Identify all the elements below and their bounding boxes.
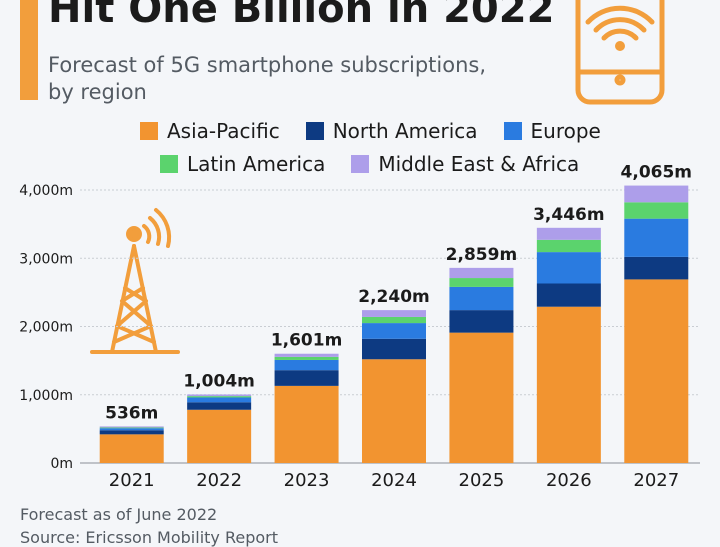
legend-swatch — [140, 122, 158, 140]
y-tick-label: 3,000m — [19, 251, 73, 267]
bar-segment-europe — [362, 323, 426, 339]
y-tick-label: 4,000m — [19, 183, 73, 199]
legend-item-north-america: North America — [305, 119, 478, 143]
legend-label: Europe — [530, 119, 601, 143]
x-tick-label: 2022 — [196, 470, 242, 491]
bar-segment-asia-pacific — [274, 385, 339, 463]
bar-segment-north-america — [536, 283, 601, 307]
cell-tower-icon — [90, 208, 180, 354]
bar-segment-middle-east-africa — [624, 185, 689, 203]
total-label: 1,601m — [271, 331, 343, 351]
bar-segment-middle-east-africa — [274, 353, 339, 357]
legend-swatch — [351, 155, 370, 173]
legend-label: Asia-Pacific — [167, 119, 280, 143]
footer-note: Forecast as of June 2022 — [20, 505, 218, 524]
smartphone-wifi-icon — [575, 0, 665, 105]
x-tick-label: 2021 — [109, 470, 155, 491]
chart-subtitle: Forecast of 5G smartphone subscriptions,… — [48, 53, 486, 104]
accent-bar — [20, 0, 38, 100]
bar-segment-asia-pacific — [362, 359, 426, 463]
bar-segment-latin-america — [536, 239, 601, 253]
y-tick-label: 2,000m — [19, 320, 73, 336]
total-label: 3,446m — [533, 205, 605, 225]
legend-label: Latin America — [187, 152, 326, 176]
bar-segment-asia-pacific — [536, 306, 601, 463]
bar-segment-middle-east-africa — [536, 227, 601, 240]
bar-segment-europe — [187, 397, 252, 403]
bar-segment-europe — [449, 286, 514, 311]
legend-row-1: Asia-Pacific North America Europe — [140, 119, 601, 143]
legend-swatch — [305, 122, 324, 140]
bar-segment-latin-america — [362, 316, 426, 324]
bar-segment-asia-pacific — [187, 409, 252, 463]
bar-segment-middle-east-africa — [362, 310, 426, 317]
bar-segment-latin-america — [624, 202, 689, 219]
bar-segment-middle-east-africa — [99, 426, 164, 428]
bar-segment-north-america — [449, 310, 514, 333]
bar-segment-north-america — [187, 402, 252, 410]
bar-segment-asia-pacific — [99, 434, 164, 463]
x-tick-label: 2027 — [633, 470, 679, 491]
bar-segment-north-america — [624, 256, 689, 280]
legend-item-asia-pacific: Asia-Pacific — [140, 119, 280, 143]
bar-segment-europe — [274, 359, 339, 371]
bar-segment-middle-east-africa — [449, 267, 514, 279]
x-tick-label: 2026 — [546, 470, 592, 491]
x-tick-label: 2025 — [459, 470, 505, 491]
bar-segment-europe — [536, 252, 601, 284]
bar-segment-latin-america — [187, 396, 252, 398]
chart-title: Hit One Billion in 2022 — [48, 0, 555, 32]
bar-segment-europe — [99, 428, 164, 431]
bar-segment-latin-america — [99, 427, 164, 429]
x-tick-label: 2023 — [284, 470, 330, 491]
total-label: 2,240m — [358, 287, 430, 307]
legend-item-europe: Europe — [503, 119, 601, 143]
bar-segment-north-america — [99, 430, 164, 435]
legend-swatch — [160, 155, 178, 173]
bar-segment-north-america — [362, 338, 426, 360]
bar-segment-middle-east-africa — [187, 394, 252, 397]
bar-segment-latin-america — [274, 356, 339, 360]
total-label: 1,004m — [183, 371, 255, 391]
legend-item-middle-east-africa: Middle East & Africa — [351, 152, 579, 176]
y-tick-label: 0m — [50, 456, 73, 472]
bar-segment-north-america — [274, 370, 339, 386]
bar-segment-asia-pacific — [624, 279, 689, 463]
y-tick-label: 1,000m — [19, 388, 73, 404]
total-label: 4,065m — [621, 163, 693, 183]
bar-segment-latin-america — [449, 278, 514, 287]
footer-source: Source: Ericsson Mobility Report — [20, 528, 278, 547]
legend-swatch — [503, 122, 522, 140]
legend-item-latin-america: Latin America — [160, 152, 325, 176]
total-label: 2,859m — [446, 245, 518, 265]
bar-segment-europe — [624, 218, 689, 257]
legend-label: Middle East & Africa — [378, 152, 580, 176]
bar-segment-asia-pacific — [449, 332, 514, 463]
legend-row-2: Latin America Middle East & Africa — [160, 152, 579, 176]
legend-label: North America — [332, 119, 478, 143]
x-tick-label: 2024 — [371, 470, 417, 491]
total-label: 536m — [105, 403, 158, 423]
